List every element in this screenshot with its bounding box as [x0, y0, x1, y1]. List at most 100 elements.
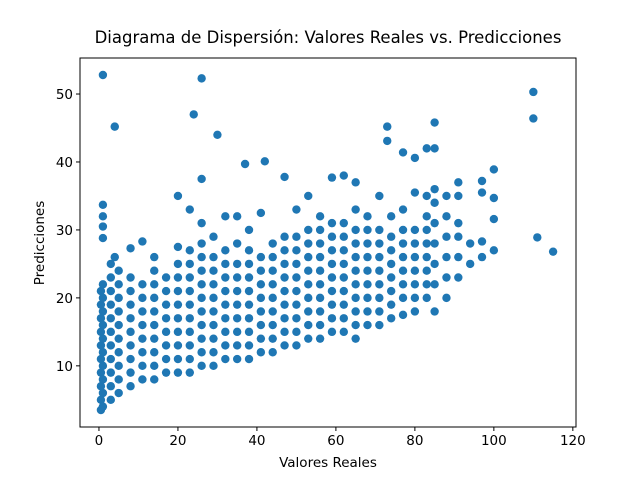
point [232, 273, 242, 282]
y-tick-label: 20 [56, 291, 73, 307]
point [256, 348, 266, 357]
point [98, 334, 108, 343]
point [232, 354, 242, 364]
plot-area [96, 70, 558, 415]
point [304, 320, 313, 330]
y-tick-label: 50 [56, 87, 73, 103]
point [292, 205, 301, 214]
point [280, 300, 289, 309]
point [363, 252, 372, 262]
point [410, 239, 420, 248]
point [351, 205, 360, 214]
point [327, 286, 337, 296]
point [363, 280, 372, 289]
point [221, 314, 230, 323]
point [304, 334, 313, 343]
point [96, 354, 106, 364]
point [138, 375, 147, 384]
point [98, 280, 108, 289]
point [454, 218, 463, 228]
point [209, 334, 218, 343]
point [126, 354, 135, 364]
point [189, 110, 198, 119]
point [114, 375, 123, 384]
point [292, 259, 301, 269]
point [98, 70, 108, 80]
point [268, 252, 277, 262]
point [422, 266, 431, 275]
point [197, 174, 206, 184]
point [260, 157, 270, 166]
point [126, 273, 135, 282]
point [197, 74, 206, 83]
point [98, 222, 108, 231]
point [244, 354, 254, 364]
point [185, 286, 194, 296]
point [106, 259, 116, 269]
point [106, 382, 116, 391]
point [410, 225, 420, 235]
point [173, 242, 183, 252]
point [430, 198, 439, 207]
x-tick-label: 40 [248, 433, 265, 449]
point [96, 327, 106, 337]
point [292, 273, 301, 282]
point [244, 259, 254, 269]
point [221, 354, 230, 364]
x-axis-label: Valores Reales [279, 455, 377, 471]
y-axis-label: Predicciones [32, 201, 48, 286]
point [529, 114, 538, 123]
point [442, 191, 451, 201]
point [280, 341, 289, 350]
point [315, 307, 325, 316]
y-tick-label: 10 [56, 359, 73, 375]
point [173, 259, 183, 269]
point [256, 266, 266, 275]
point [98, 402, 108, 411]
point [280, 286, 289, 296]
point [430, 184, 439, 194]
point [106, 286, 116, 296]
point [126, 368, 135, 377]
point [150, 361, 159, 371]
point [327, 173, 337, 182]
point [292, 327, 301, 337]
point [363, 307, 372, 316]
point [410, 266, 420, 275]
point [386, 212, 396, 221]
point [106, 314, 116, 323]
point [150, 334, 159, 343]
point [304, 293, 313, 303]
point [209, 252, 218, 262]
point [150, 280, 159, 289]
point [454, 232, 463, 241]
point [383, 122, 392, 131]
point [327, 300, 337, 309]
point [244, 327, 254, 337]
point [126, 327, 135, 337]
point [150, 375, 159, 384]
point [138, 348, 147, 357]
point [422, 144, 431, 153]
point [126, 314, 135, 323]
point [454, 178, 463, 187]
point [304, 225, 313, 235]
point [410, 188, 420, 197]
point [96, 368, 106, 377]
point [327, 314, 337, 323]
point [339, 246, 348, 255]
point [221, 300, 230, 309]
point [363, 239, 372, 248]
point [363, 212, 372, 221]
x-tick-label: 120 [560, 433, 586, 449]
point [339, 218, 348, 228]
x-tick-label: 20 [169, 433, 186, 449]
point [363, 266, 372, 275]
point [114, 280, 123, 289]
point [280, 172, 289, 182]
point [173, 341, 183, 350]
point [327, 218, 337, 228]
point [422, 225, 431, 235]
point [351, 225, 360, 235]
point [221, 286, 230, 296]
